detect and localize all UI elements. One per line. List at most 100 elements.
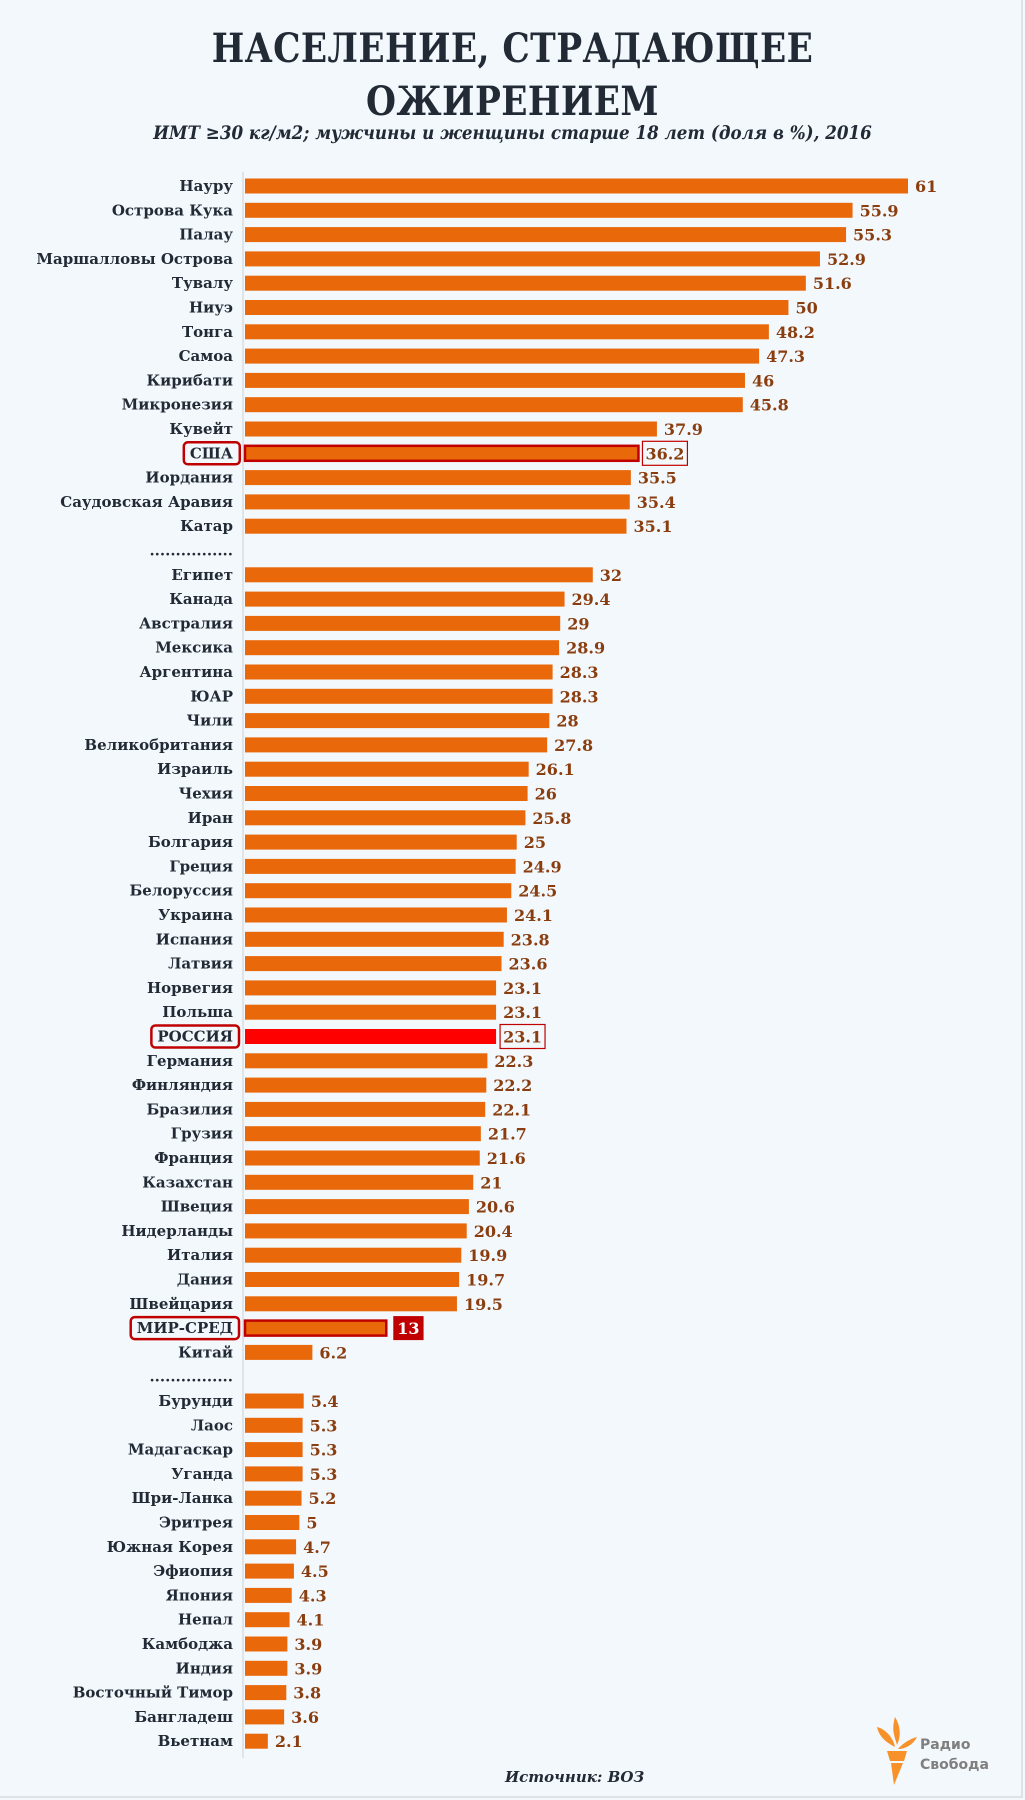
source-note: Источник: ВОЗ — [505, 1768, 645, 1786]
category-label: Катар — [180, 517, 233, 535]
value-label: 35.1 — [633, 517, 672, 536]
bar — [245, 1126, 481, 1142]
value-label: 5.2 — [309, 1489, 337, 1508]
category-label: ЮАР — [190, 687, 233, 705]
value-label: 55.3 — [853, 226, 892, 245]
title-line-1: НАСЕЛЕНИЕ, СТРАДАЮЩЕЕ — [211, 25, 814, 72]
value-label: 23.6 — [509, 955, 548, 974]
value-label: 3.6 — [291, 1708, 319, 1727]
bar — [245, 810, 526, 826]
bar — [245, 1029, 497, 1044]
value-label: 20.6 — [476, 1198, 515, 1217]
bar — [245, 300, 789, 315]
value-label: 36.2 — [645, 444, 684, 463]
value-label: 3.8 — [293, 1684, 321, 1703]
category-label: Германия — [147, 1052, 233, 1070]
bar — [245, 591, 565, 607]
category-label: Уганда — [171, 1465, 233, 1483]
category-label: Маршалловы Острова — [36, 250, 233, 268]
category-label: Австралия — [139, 614, 233, 632]
bar — [245, 324, 769, 340]
label-highlight-box — [182, 441, 242, 466]
value-label: 5 — [306, 1514, 317, 1533]
value-label: 23.1 — [503, 1003, 542, 1022]
category-label: Камбоджа — [142, 1635, 234, 1653]
value-label: 24.9 — [523, 857, 562, 876]
logo-line-2: Свобода — [920, 1757, 989, 1773]
value-label: 20.4 — [474, 1222, 513, 1241]
category-label: Швейцария — [129, 1295, 233, 1313]
category-label: Болгария — [148, 833, 233, 851]
category-label: Латвия — [168, 955, 233, 973]
value-label: 35.5 — [638, 469, 677, 488]
category-label: Микронезия — [122, 396, 233, 414]
value-label: 61 — [915, 177, 937, 196]
bar — [245, 275, 806, 291]
category-label: Китай — [178, 1343, 233, 1361]
bar — [245, 956, 502, 972]
label-highlight-box — [150, 1024, 241, 1049]
category-label: Иран — [188, 809, 233, 827]
category-label: Грузия — [171, 1125, 233, 1143]
value-label: 13 — [397, 1319, 419, 1338]
bar — [245, 178, 908, 194]
category-label: Ниуэ — [189, 299, 233, 317]
category-label: Шри-Ланка — [132, 1489, 234, 1507]
bar — [245, 834, 517, 850]
bar — [243, 444, 640, 463]
value-label: 47.3 — [766, 347, 805, 366]
bar — [245, 1612, 290, 1628]
value-label: 32 — [600, 566, 622, 585]
category-label: Финляндия — [132, 1076, 233, 1094]
category-label: Мексика — [155, 639, 233, 657]
category-label: Восточный Тимор — [73, 1684, 233, 1702]
bar — [245, 1587, 292, 1603]
bar — [245, 713, 550, 729]
value-label: 2.1 — [275, 1732, 303, 1751]
bar — [245, 1515, 300, 1530]
category-label: Великобритания — [84, 736, 233, 754]
category-label: Иордания — [145, 469, 233, 487]
value-label: 21 — [480, 1173, 502, 1192]
value-label: 25 — [524, 833, 546, 852]
category-label: Нидерланды — [121, 1222, 233, 1240]
value-label: 3.9 — [294, 1659, 322, 1678]
value-label: 25.8 — [532, 809, 571, 828]
bar — [245, 1442, 303, 1458]
category-label: Бангладеш — [134, 1708, 233, 1726]
category-label: Норвегия — [147, 979, 233, 997]
value-label: 19.9 — [468, 1246, 507, 1265]
value-label: 37.9 — [664, 420, 703, 439]
bar — [245, 1199, 469, 1215]
radio-svoboda-logo: Радио Свобода — [875, 1715, 995, 1790]
bar — [245, 348, 760, 364]
value-label: 3.9 — [294, 1635, 322, 1654]
category-label: Аргентина — [139, 663, 233, 681]
category-label: Швеция — [161, 1198, 233, 1216]
bar — [245, 907, 507, 923]
bar — [245, 761, 529, 777]
bar — [245, 1563, 294, 1579]
value-label: 22.3 — [494, 1052, 533, 1071]
bar — [245, 1296, 457, 1312]
bar — [245, 1660, 288, 1676]
value-label: 4.5 — [301, 1562, 329, 1581]
value-label: 48.2 — [776, 323, 815, 342]
value-label: 28.9 — [566, 639, 605, 658]
value-label: 29 — [567, 614, 589, 633]
bar — [245, 227, 847, 243]
bar — [245, 1272, 460, 1287]
bar — [245, 1466, 303, 1482]
value-label: 21.6 — [487, 1149, 526, 1168]
category-label: Бразилия — [146, 1100, 233, 1118]
category-label: Белоруссия — [129, 882, 233, 900]
bar — [245, 421, 657, 437]
bar — [245, 858, 516, 874]
value-label: 4.3 — [299, 1586, 327, 1605]
value-label: 19.7 — [466, 1271, 505, 1290]
bar — [245, 1077, 487, 1093]
bar — [245, 1223, 467, 1239]
value-label: 19.5 — [464, 1295, 503, 1314]
value-highlight-box — [641, 440, 689, 466]
value-label: 24.5 — [518, 882, 557, 901]
